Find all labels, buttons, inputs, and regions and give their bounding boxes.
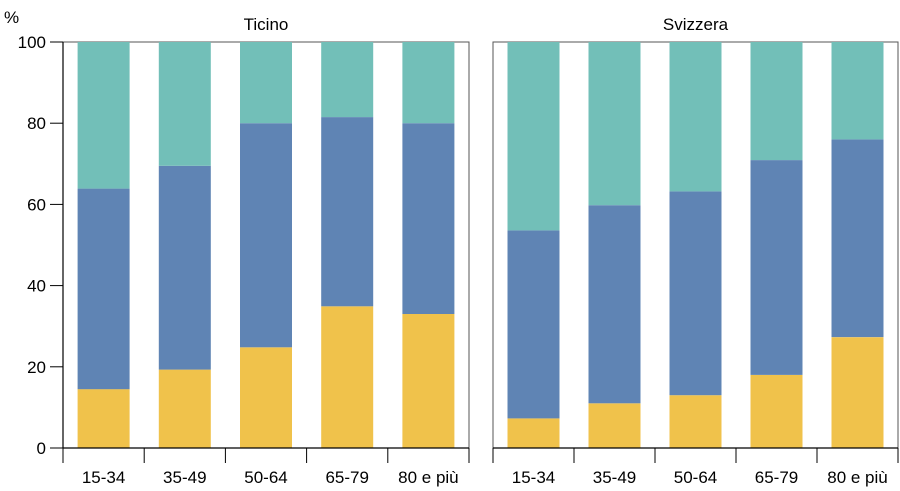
bar-segment [240, 347, 292, 448]
x-tick-label: 15-34 [512, 468, 555, 487]
x-tick-label: 35-49 [163, 468, 206, 487]
y-tick-label: 80 [27, 114, 46, 133]
bar-segment [507, 230, 560, 419]
bar-segment [507, 42, 560, 231]
bar-segment [77, 188, 130, 390]
bar-segment [158, 165, 211, 370]
bar-segment [831, 42, 884, 140]
bar-segment [240, 42, 292, 124]
x-tick-label: 65-79 [325, 468, 368, 487]
bar-segment [669, 395, 722, 448]
bar-segment [158, 369, 211, 448]
bar-segment [402, 123, 455, 314]
bar-segment [831, 139, 884, 338]
bar-segment [588, 205, 641, 404]
bar-segment [750, 42, 803, 161]
y-tick-label: 40 [27, 277, 46, 296]
bar-segment [77, 389, 130, 448]
y-tick-label: 20 [27, 358, 46, 377]
bar-segment [77, 42, 130, 189]
bar-segment [588, 403, 641, 448]
x-tick-label: 35-49 [593, 468, 636, 487]
bar-segment [158, 42, 211, 166]
bar-segment [321, 117, 374, 307]
bar-segment [402, 314, 455, 448]
x-tick-label: 80 e più [398, 468, 459, 487]
x-tick-label: 80 e più [827, 468, 888, 487]
y-axis-unit-label: % [4, 8, 19, 27]
y-tick-label: 60 [27, 195, 46, 214]
bar-segment [321, 306, 374, 448]
bar-segment [588, 42, 641, 206]
bar-segment [750, 160, 803, 375]
y-tick-label: 0 [37, 439, 46, 458]
x-tick-label: 50-64 [674, 468, 717, 487]
bar-segment [669, 191, 722, 396]
x-tick-label: 15-34 [82, 468, 125, 487]
bar-segment [831, 337, 884, 448]
panel-title: Svizzera [663, 15, 729, 34]
bar-segment [507, 418, 560, 448]
bar-segment [402, 42, 455, 124]
x-tick-label: 65-79 [755, 468, 798, 487]
bar-segment [321, 42, 374, 118]
bar-segment [240, 123, 292, 348]
panel-title: Ticino [244, 15, 289, 34]
x-tick-label: 50-64 [244, 468, 287, 487]
y-tick-label: 100 [18, 33, 46, 52]
bar-segment [750, 374, 803, 448]
bar-segment [669, 42, 722, 192]
